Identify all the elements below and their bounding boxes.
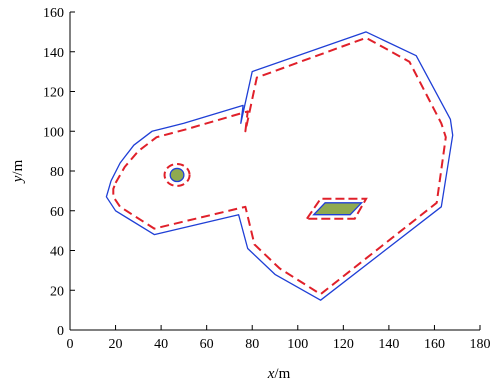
y-tick-label: 120 [43, 86, 64, 101]
y-tick-label: 140 [43, 46, 64, 61]
x-tick-label: 160 [424, 337, 445, 352]
x-tick-label: 180 [470, 337, 491, 352]
offset-boundary-line [112, 36, 447, 296]
obstacles-layer [163, 163, 368, 220]
x-tick-label: 120 [333, 337, 354, 352]
y-tick-label: 80 [50, 165, 64, 180]
x-tick-label: 100 [287, 337, 308, 352]
axis-label-variable: y [10, 175, 26, 184]
x-tick-label: 20 [109, 337, 123, 352]
obstacle-offset-ellipse [163, 163, 191, 187]
axis-label-unit: /m [10, 159, 26, 175]
y-tick-label: 160 [43, 6, 64, 21]
x-tick-label: 40 [154, 337, 168, 352]
obstacle-offset-polygon [304, 197, 368, 220]
x-tick-label: 140 [378, 337, 399, 352]
y-tick-label: 100 [43, 125, 64, 140]
outer-boundary-line [105, 31, 454, 301]
y-tick-label: 60 [50, 205, 64, 220]
y-tick-label: 20 [50, 284, 64, 299]
axis-label-variable: x [267, 366, 275, 382]
x-tick-label: 60 [200, 337, 214, 352]
x-tick-label: 0 [67, 337, 74, 352]
y-tick-label: 40 [50, 245, 64, 260]
y-axis-label: y/m [10, 159, 26, 184]
obstacle-ellipse [169, 167, 185, 183]
obstacle-polygon [312, 202, 364, 216]
ticks: 0 20 40 60 80 100 120 140 160 180 0 20 40 60 80 100 120 1… [43, 6, 491, 352]
y-tick-label: 0 [57, 324, 64, 339]
x-axis-label: x/m [267, 366, 291, 382]
axis-label-unit: /m [274, 366, 290, 382]
series-layer [105, 31, 454, 301]
x-tick-label: 80 [245, 337, 259, 352]
